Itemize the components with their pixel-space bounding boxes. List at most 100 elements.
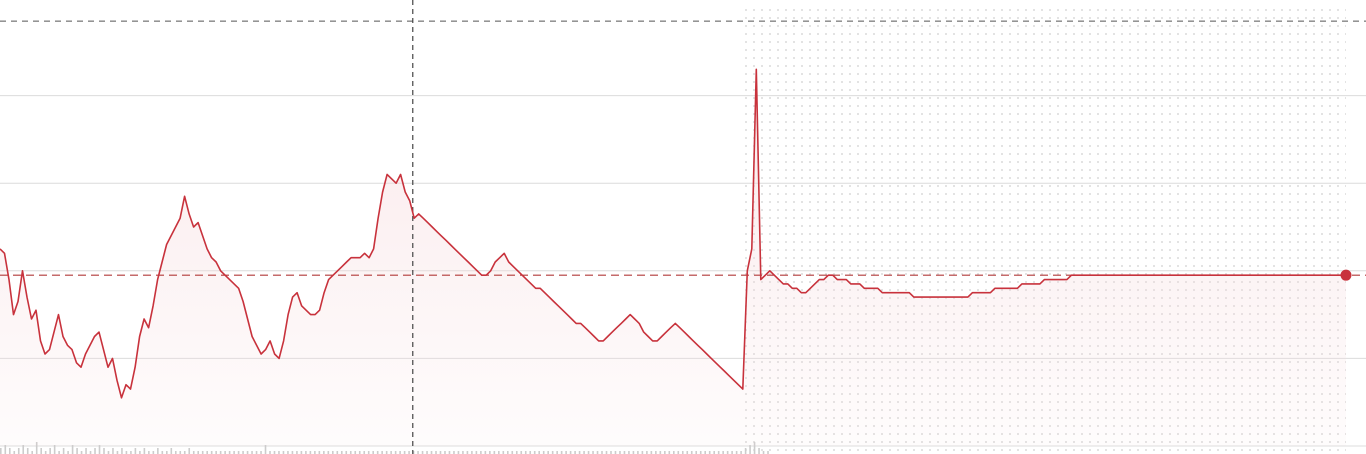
volume-bar <box>677 451 680 454</box>
volume-bar <box>372 451 374 454</box>
volume-bar <box>650 451 653 454</box>
volume-bar <box>762 451 765 454</box>
volume-bar <box>80 451 83 454</box>
volume-bar <box>35 442 38 454</box>
volume-bar <box>390 451 392 454</box>
volume-bar <box>637 451 639 454</box>
volume-bar <box>385 451 388 454</box>
volume-bar <box>269 451 271 454</box>
volume-bar <box>439 451 442 454</box>
volume-bar <box>345 451 348 454</box>
volume-bar <box>26 448 29 454</box>
volume-bar <box>717 451 720 454</box>
volume-bar <box>166 451 168 454</box>
volume-bar <box>533 451 536 454</box>
volume-bar <box>646 451 648 454</box>
volume-bar <box>529 451 532 454</box>
volume-bar <box>686 451 689 454</box>
volume-bar <box>40 448 42 454</box>
volume-bar <box>188 448 191 454</box>
volume-bar <box>426 451 428 454</box>
volume-bar <box>457 451 460 454</box>
volume-bar <box>4 445 7 454</box>
volume-bar <box>278 451 280 454</box>
volume-bar <box>542 451 545 454</box>
volume-bar <box>13 451 16 454</box>
volume-bar <box>753 442 756 454</box>
volume-bar <box>174 451 177 454</box>
volume-bar <box>233 451 235 454</box>
volume-bar <box>381 451 383 454</box>
volume-bar <box>444 451 446 454</box>
volume-bar <box>255 451 258 454</box>
volume-bar <box>596 451 599 454</box>
volume-bar <box>273 451 276 454</box>
volume-bar <box>62 448 65 454</box>
volume-bar <box>547 451 549 454</box>
volume-bar <box>358 451 361 454</box>
volume-bar <box>430 451 433 454</box>
last-price-dot[interactable] <box>1340 269 1352 281</box>
volume-bar <box>435 451 437 454</box>
volume-bar <box>511 451 514 454</box>
volume-bar <box>300 451 303 454</box>
volume-bar <box>296 451 298 454</box>
volume-bar <box>192 451 195 454</box>
volume-bar <box>735 451 738 454</box>
volume-bar <box>641 451 644 454</box>
volume-bar <box>305 451 307 454</box>
volume-bar <box>197 451 200 454</box>
volume-bar <box>471 451 473 454</box>
volume-bar <box>363 451 366 454</box>
volume-bar <box>587 451 590 454</box>
volume-bar <box>282 451 285 454</box>
volume-bar <box>551 451 554 454</box>
volume-bar <box>76 448 78 454</box>
volume-bar <box>143 448 146 454</box>
volume-bar <box>215 451 217 454</box>
volume-bar <box>152 451 155 454</box>
volume-bar <box>224 451 226 454</box>
volume-bar <box>336 451 339 454</box>
volume-bar <box>53 445 56 454</box>
volume-bar <box>332 451 334 454</box>
volume-bar <box>125 451 128 454</box>
volume-bar <box>506 451 509 454</box>
volume-bar <box>574 451 576 454</box>
volume-bar <box>632 451 635 454</box>
volume-bar <box>408 451 410 454</box>
volume-bar <box>219 451 222 454</box>
volume-bar <box>394 451 397 454</box>
volume-bar <box>722 451 724 454</box>
volume-bar <box>623 451 626 454</box>
volume-bar <box>462 451 464 454</box>
volume-bar <box>619 451 621 454</box>
volume-bar <box>399 451 401 454</box>
volume-bar <box>569 451 572 454</box>
volume-bar <box>668 451 671 454</box>
volume-bar <box>237 451 240 454</box>
volume-bar <box>515 451 518 454</box>
volume-bar <box>695 451 698 454</box>
volume-bar <box>121 448 123 454</box>
volume-bar <box>98 445 101 454</box>
volume-bar <box>139 451 141 454</box>
volume-bar <box>664 451 666 454</box>
volume-bar <box>340 451 343 454</box>
price-line <box>0 68 1346 399</box>
volume-bar <box>318 451 321 454</box>
volume-bar <box>17 448 20 454</box>
volume-bar <box>538 451 540 454</box>
volume-bar <box>403 451 406 454</box>
volume-bar <box>565 451 567 454</box>
volume-bar <box>681 451 684 454</box>
volume-bar <box>183 451 186 454</box>
volume-bar <box>524 451 527 454</box>
volume-bar <box>148 451 150 454</box>
volume-bar <box>767 451 769 454</box>
volume-bar <box>412 451 415 454</box>
volume-bar <box>161 451 164 454</box>
volume-bar <box>8 448 11 454</box>
volume-bars <box>0 442 769 454</box>
